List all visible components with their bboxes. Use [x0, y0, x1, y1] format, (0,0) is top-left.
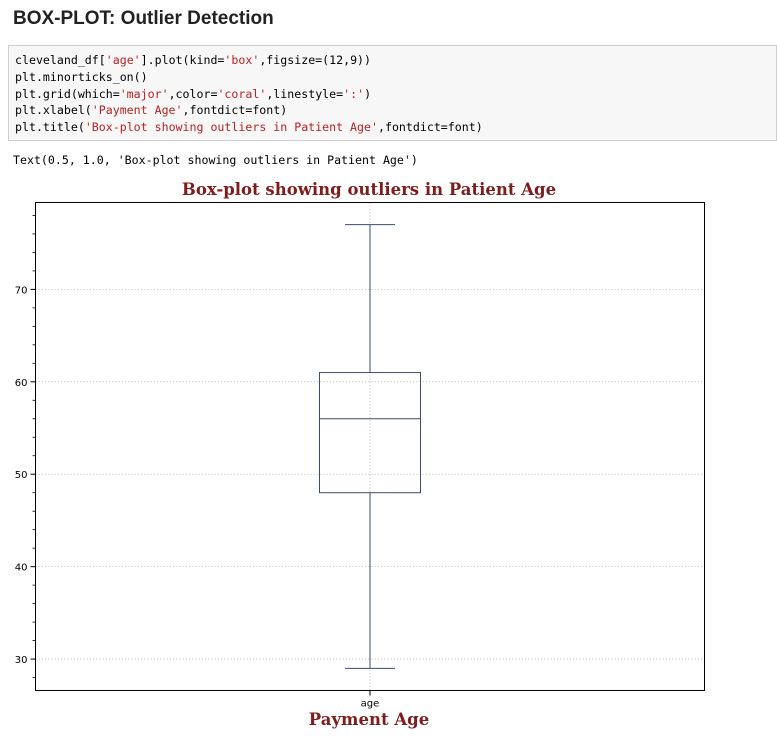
code-token: ,linestyle=: [266, 86, 344, 101]
box-plot-chart: Box-plot showing outliers in Patient Age…: [15, 180, 705, 729]
cell-output: Text(0.5, 1.0, 'Box-plot showing outlier…: [13, 153, 418, 167]
string-literal: 'Payment Age': [91, 103, 183, 118]
string-literal: 'major': [119, 86, 169, 101]
y-tick-label: 40: [15, 563, 28, 574]
string-literal: 'box': [224, 53, 260, 67]
plot-frame: [35, 202, 705, 691]
code-token: plt.grid(which=: [15, 86, 120, 101]
y-tick-label: 30: [15, 655, 28, 666]
string-literal: 'coral': [217, 86, 267, 101]
page-heading: BOX-PLOT: Outlier Detection: [13, 8, 274, 29]
code-token: plt.title(: [15, 120, 85, 135]
iqr-box: [319, 372, 421, 494]
code-token: ,figsize=(12,9)): [259, 53, 372, 67]
box-series: [319, 224, 421, 669]
code-lines: cleveland_df['age'].plot(kind='box',figs…: [15, 52, 483, 136]
code-token: plt.minorticks_on(): [15, 69, 148, 84]
y-tick-label: 70: [15, 285, 28, 296]
box-element: [319, 224, 421, 669]
code-line: plt.minorticks_on(): [15, 69, 483, 86]
code-token: cleveland_df[: [15, 53, 106, 67]
string-literal: 'age': [105, 53, 141, 67]
x-axis-label: Payment Age: [309, 710, 429, 729]
x-tick-label: age: [361, 699, 380, 710]
code-line: plt.grid(which='major',color='coral',lin…: [15, 86, 483, 103]
chart-title: Box-plot showing outliers in Patient Age: [182, 180, 556, 199]
x-axis: age: [361, 690, 380, 710]
code-token: ].plot(kind=: [140, 53, 225, 67]
code-token: ,color=: [168, 86, 218, 101]
code-line: cleveland_df['age'].plot(kind='box',figs…: [15, 52, 483, 69]
code-token: plt.xlabel(: [15, 103, 92, 118]
string-literal: 'Box-plot showing outliers in Patient Ag…: [84, 120, 378, 135]
string-literal: ':': [343, 86, 365, 101]
code-token: ,fontdict=font): [182, 103, 288, 118]
code-token: ,fontdict=font): [377, 120, 483, 135]
code-line: plt.xlabel('Payment Age',fontdict=font): [15, 102, 483, 119]
code-cell[interactable]: cleveland_df['age'].plot(kind='box',figs…: [8, 45, 777, 141]
y-tick-label: 60: [15, 378, 28, 389]
y-axis: 30 40 50 60 70: [15, 215, 36, 678]
y-tick-label: 50: [15, 470, 28, 481]
code-token: ): [364, 86, 372, 101]
code-line: plt.title('Box-plot showing outliers in …: [15, 119, 483, 136]
